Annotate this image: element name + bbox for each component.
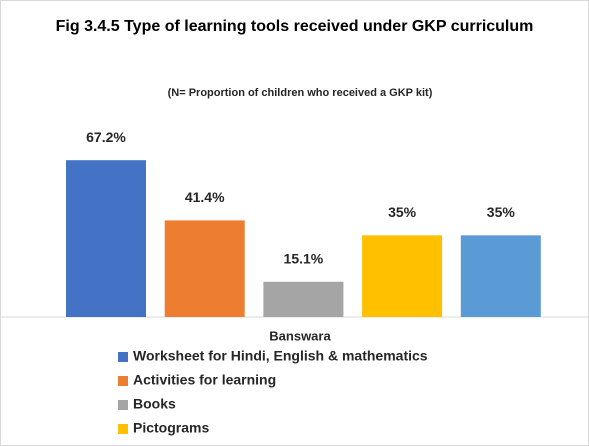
chart-subtitle: (N= Proportion of children who received … — [168, 87, 433, 99]
bar — [263, 281, 344, 317]
legend-swatch — [118, 400, 128, 410]
bar — [164, 220, 245, 317]
x-tick-label: Banswara — [269, 328, 331, 343]
chart-title: Fig 3.4.5 Type of learning tools receive… — [55, 18, 534, 35]
bar — [66, 160, 146, 317]
legend-label: Activities for learning — [133, 372, 276, 388]
legend-label: Worksheet for Hindi, English & mathemati… — [133, 348, 428, 364]
bar — [460, 235, 541, 317]
data-label: 41.4% — [185, 189, 225, 205]
legend-label: Pictograms — [133, 420, 209, 436]
legend-swatch — [118, 352, 128, 362]
legend-swatch — [118, 376, 128, 386]
data-label: 15.1% — [284, 250, 324, 266]
data-label: 67.2% — [86, 129, 126, 145]
data-label: 35% — [487, 204, 516, 220]
bar — [362, 235, 443, 317]
data-label: 35% — [388, 204, 417, 220]
legend-label: Books — [133, 396, 176, 412]
legend-swatch — [118, 424, 128, 434]
